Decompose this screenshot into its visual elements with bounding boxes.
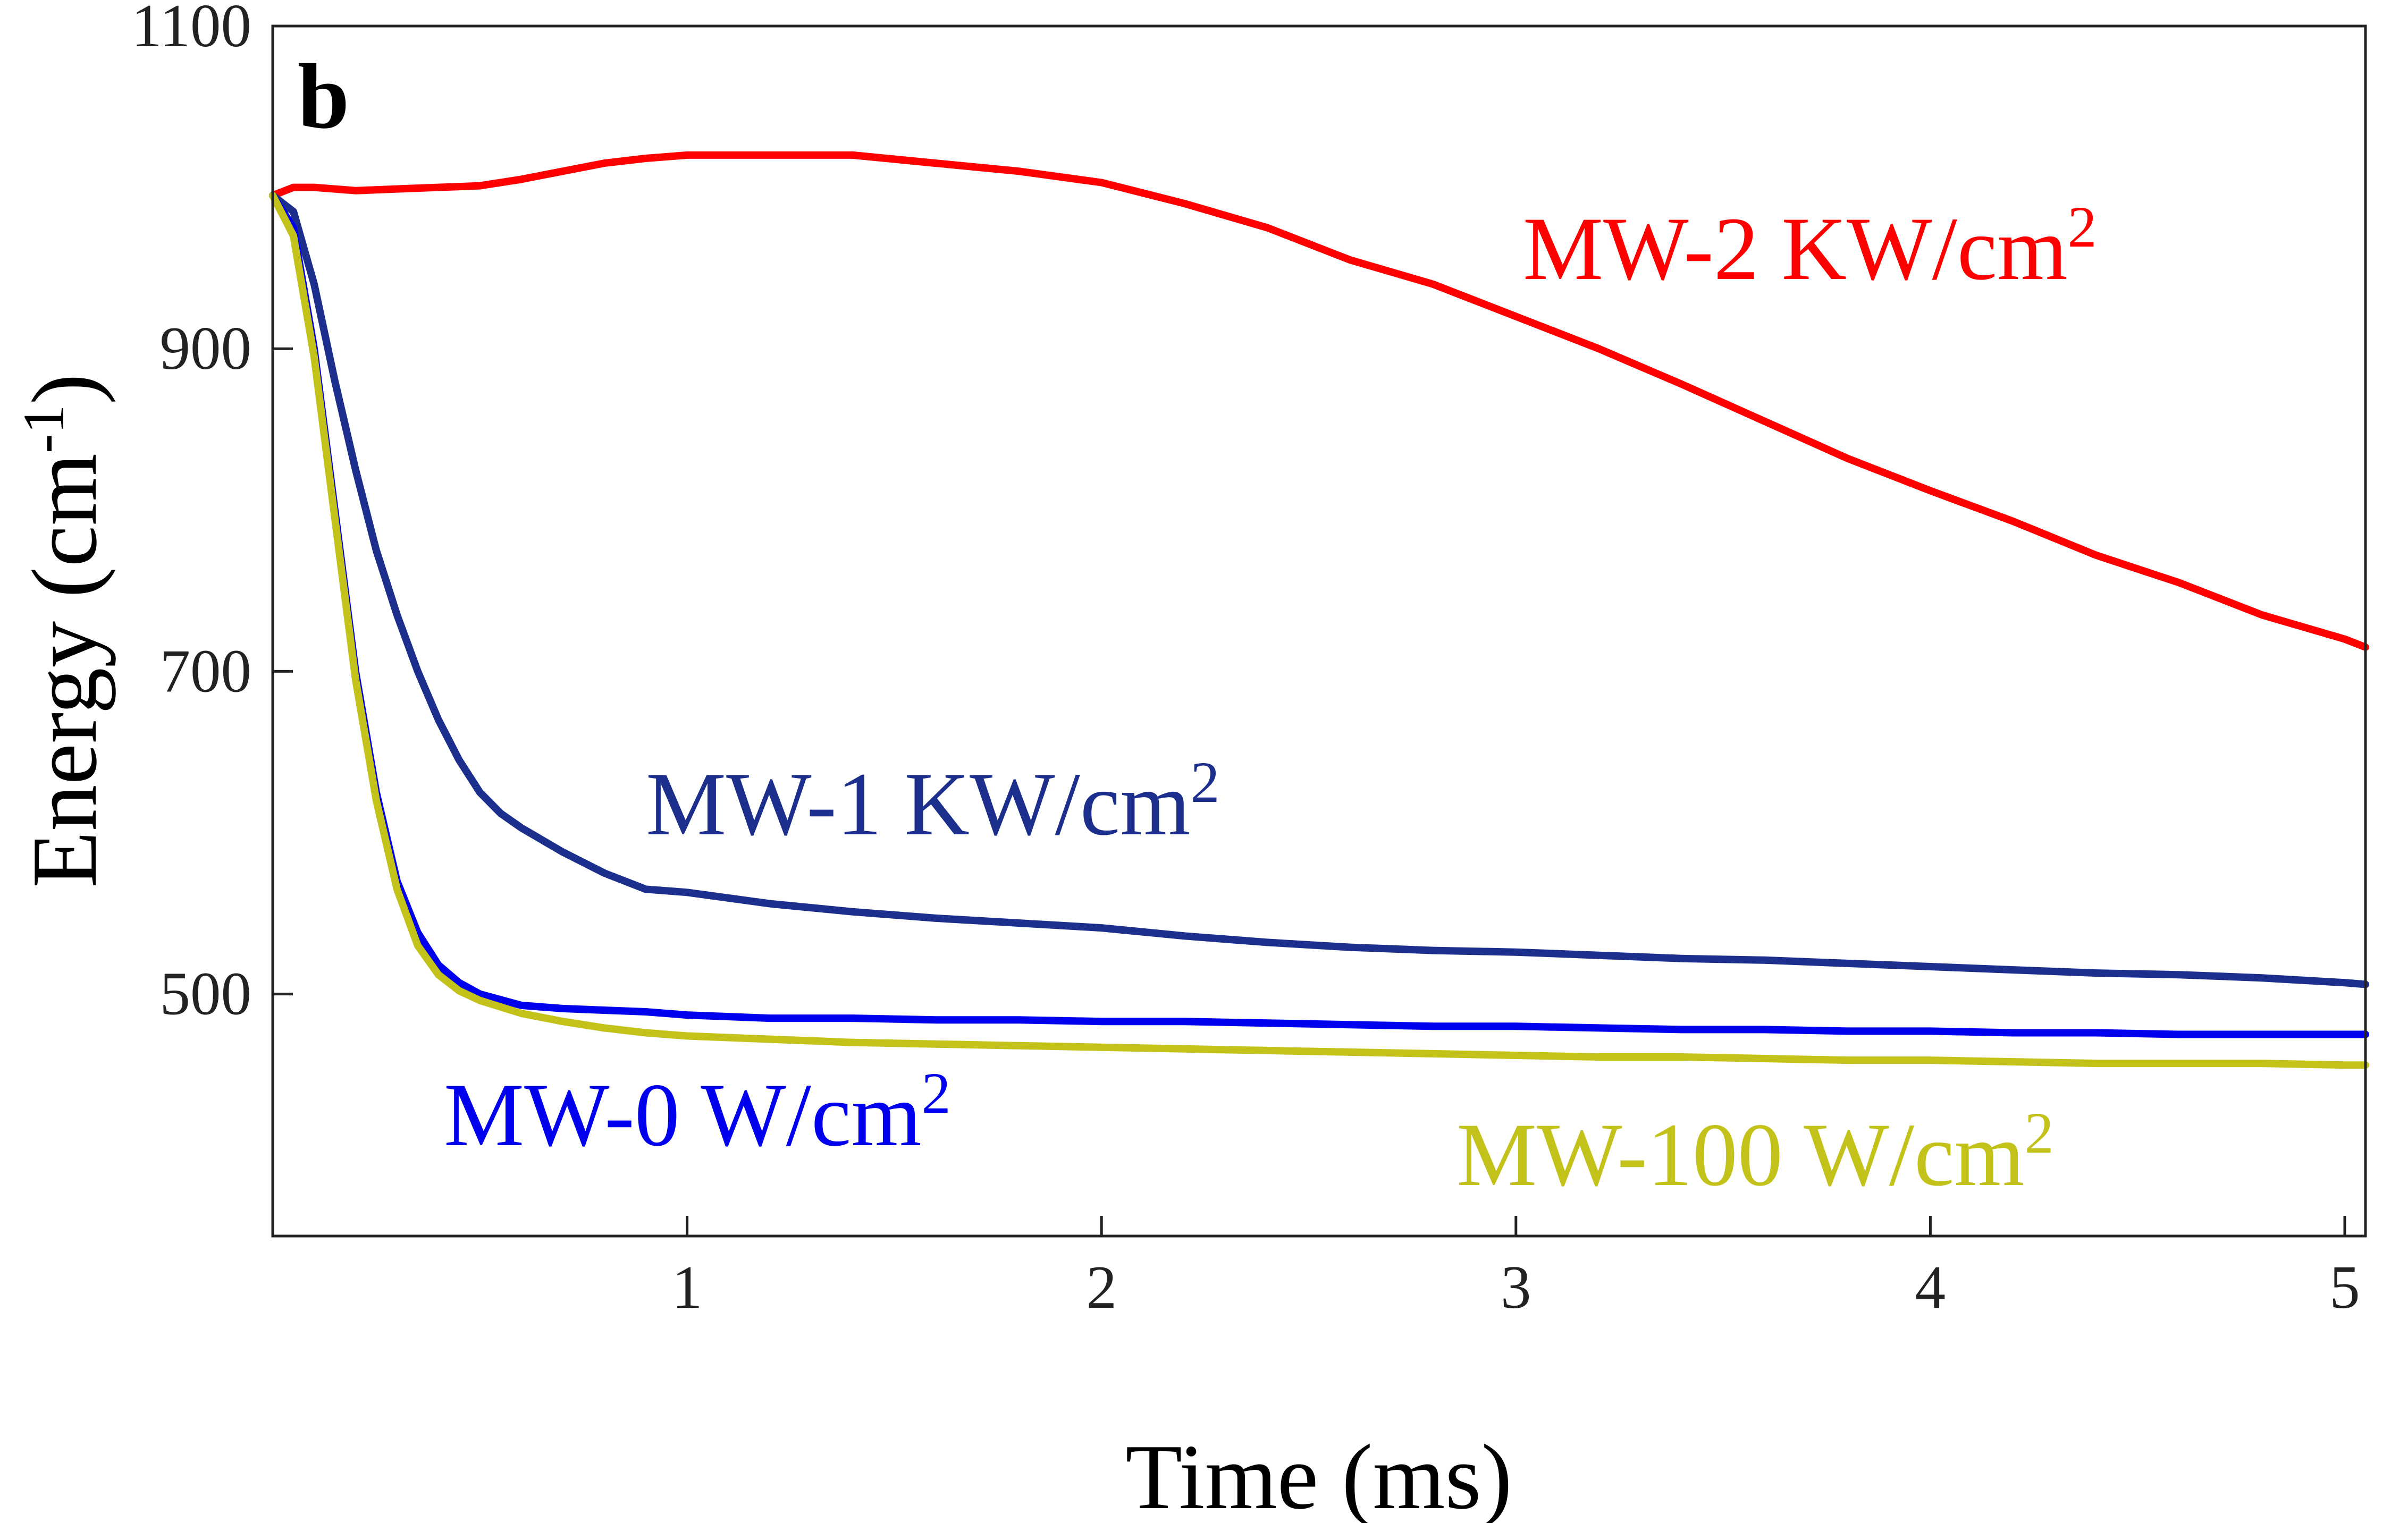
series-label-mw-0w-superscript: 2 xyxy=(922,1061,951,1126)
series-line-0 xyxy=(269,151,2369,651)
series-layer xyxy=(269,151,2369,1069)
series-label-mw-100w-superscript: 2 xyxy=(2025,1101,2054,1165)
x-axis-ticks: 1 2 3 4 5 xyxy=(672,1216,2360,1321)
series-label-mw-2kw: MW-2 KW/cm2 xyxy=(1523,194,2097,299)
series-label-mw-2kw-text: MW-2 KW/cm xyxy=(1523,199,2067,299)
y-tick-label: 700 xyxy=(160,637,252,705)
series-label-mw-1kw-text: MW-1 KW/cm xyxy=(646,754,1190,854)
series-line-3 xyxy=(269,191,2369,1069)
series-label-mw-0w: MW-0 W/cm2 xyxy=(444,1061,951,1165)
y-axis-ticks: 500 700 900 1100 xyxy=(131,0,293,1028)
y-axis-title-main: Energy (cm xyxy=(13,453,116,888)
series-label-mw-100w-text: MW-100 W/cm xyxy=(1456,1105,2025,1205)
x-tick-label: 3 xyxy=(1501,1254,1531,1321)
x-tick-label: 4 xyxy=(1915,1254,1946,1321)
x-tick-label: 1 xyxy=(672,1254,703,1321)
y-tick-label: 900 xyxy=(160,315,252,382)
series-label-mw-1kw-superscript: 2 xyxy=(1190,750,1219,815)
series-label-mw-1kw: MW-1 KW/cm2 xyxy=(646,750,1219,854)
x-tick-label: 5 xyxy=(2329,1254,2360,1321)
plot-frame xyxy=(271,24,2367,1238)
series-line-1 xyxy=(269,191,2369,988)
x-axis-title: Time (ms) xyxy=(1125,1425,1512,1523)
series-label-mw-2kw-superscript: 2 xyxy=(2067,194,2097,259)
y-tick-label: 500 xyxy=(160,960,252,1028)
y-tick-label: 1100 xyxy=(131,0,251,60)
y-axis-title-superscript: -1 xyxy=(11,404,76,453)
y-axis-title: Energy (cm-1) xyxy=(11,374,116,888)
y-axis-title-close: ) xyxy=(13,374,116,404)
panel-label: b xyxy=(298,45,349,148)
x-tick-label: 2 xyxy=(1086,1254,1117,1321)
series-label-mw-100w: MW-100 W/cm2 xyxy=(1456,1101,2054,1205)
series-label-mw-0w-text: MW-0 W/cm xyxy=(444,1065,922,1165)
